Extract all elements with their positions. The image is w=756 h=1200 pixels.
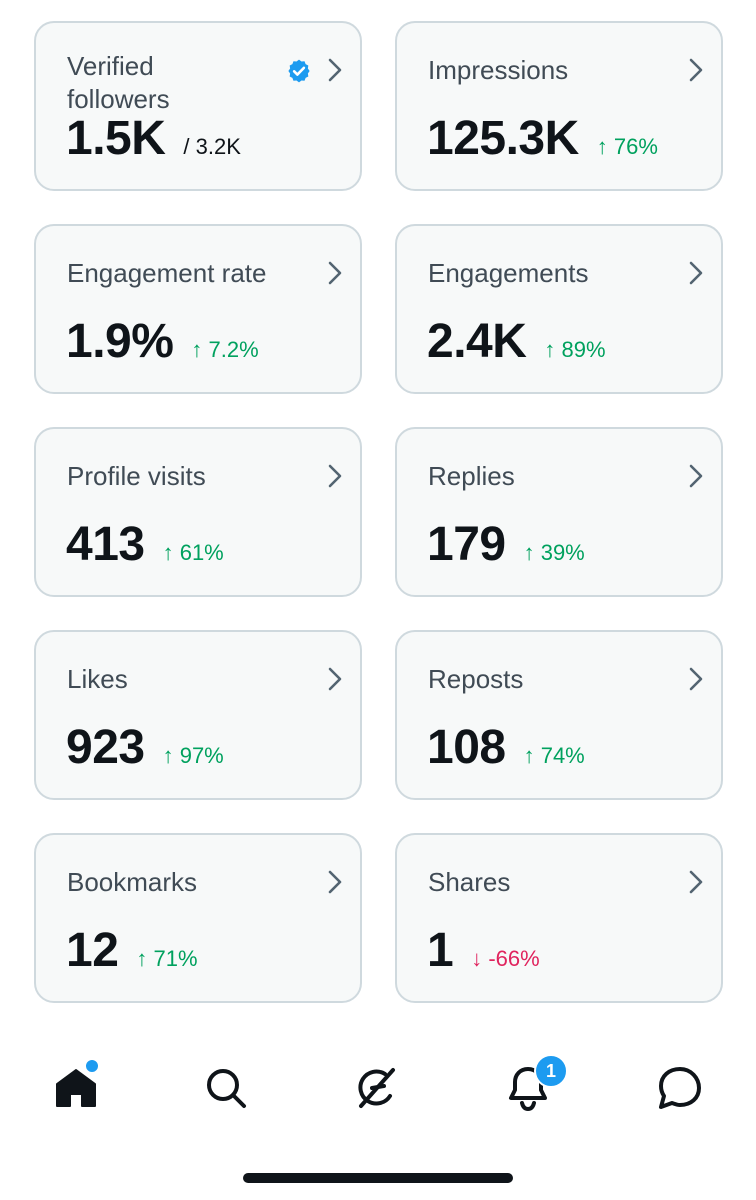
metric-change: ↑ 76% — [596, 134, 658, 159]
unread-dot — [84, 1058, 100, 1074]
search-icon — [207, 1069, 246, 1108]
card-label: Engagement rate — [67, 258, 267, 288]
card-engagements[interactable]: Engagements 2.4K ↑ 89% — [395, 224, 723, 394]
tab-notifications[interactable]: 1 — [498, 1054, 568, 1116]
card-reposts[interactable]: Reposts 108 ↑ 74% — [395, 630, 723, 800]
metric-change: ↑ 74% — [523, 743, 585, 768]
home-icon — [56, 1069, 96, 1107]
metric-value: 923 — [66, 721, 145, 774]
tab-search[interactable] — [196, 1060, 256, 1116]
card-label: Replies — [428, 461, 515, 491]
card-replies[interactable]: Replies 179 ↑ 39% — [395, 427, 723, 597]
value-row: 413 ↑ 61% — [66, 517, 224, 572]
chevron-right-icon — [328, 870, 342, 894]
metric-value: 179 — [427, 518, 506, 571]
metric-value: 1.5K — [66, 112, 166, 165]
metric-change: ↓ -66% — [471, 946, 540, 971]
metric-value: 2.4K — [427, 315, 527, 368]
metric-value: 125.3K — [427, 112, 579, 165]
card-label: Engagements — [428, 258, 589, 288]
metric-change: ↑ 7.2% — [191, 337, 259, 362]
notification-count-badge: 1 — [534, 1054, 568, 1088]
card-shares[interactable]: Shares 1 ↓ -66% — [395, 833, 723, 1003]
chevron-right-icon — [689, 464, 703, 488]
card-profile-visits[interactable]: Profile visits 413 ↑ 61% — [34, 427, 362, 597]
value-row: 179 ↑ 39% — [427, 517, 585, 572]
card-likes[interactable]: Likes 923 ↑ 97% — [34, 630, 362, 800]
chevron-right-icon — [689, 667, 703, 691]
metric-value: 108 — [427, 721, 506, 774]
value-row: 108 ↑ 74% — [427, 720, 585, 775]
card-label: Reposts — [428, 664, 524, 694]
chevron-right-icon — [689, 261, 703, 285]
metric-change: ↑ 89% — [544, 337, 606, 362]
card-verified-followers[interactable]: Verified followers 1.5K / 3.2K — [34, 21, 362, 191]
card-label: Verified followers — [67, 51, 170, 114]
chevron-right-icon — [689, 870, 703, 894]
chevron-right-icon — [328, 464, 342, 488]
value-row: 923 ↑ 97% — [66, 720, 224, 775]
tab-messages[interactable] — [650, 1060, 710, 1116]
metric-change: ↑ 97% — [162, 743, 224, 768]
value-row: 1.9% ↑ 7.2% — [66, 314, 259, 369]
value-row: 2.4K ↑ 89% — [427, 314, 606, 369]
chevron-right-icon — [328, 58, 342, 82]
metric-change: ↑ 39% — [523, 540, 585, 565]
metric-value: 1.9% — [66, 315, 174, 368]
chevron-right-icon — [689, 58, 703, 82]
value-row: 1.5K / 3.2K — [66, 111, 241, 166]
metric-value: 1 — [427, 924, 454, 977]
metric-value: 12 — [66, 924, 119, 977]
value-row: 1 ↓ -66% — [427, 923, 540, 978]
analytics-grid: Verified followers 1.5K / 3.2K Impressio… — [34, 21, 723, 1003]
verified-badge-icon — [288, 59, 310, 83]
card-bookmarks[interactable]: Bookmarks 12 ↑ 71% — [34, 833, 362, 1003]
tab-home[interactable] — [46, 1058, 106, 1116]
chevron-right-icon — [328, 667, 342, 691]
bottom-tab-bar: 1 — [0, 1040, 756, 1130]
metric-change: ↑ 61% — [162, 540, 224, 565]
card-label: Impressions — [428, 55, 569, 85]
messages-icon — [659, 1067, 701, 1109]
card-label: Likes — [67, 664, 128, 694]
grok-icon — [358, 1068, 395, 1108]
home-indicator — [243, 1173, 513, 1183]
card-label: Bookmarks — [67, 867, 198, 897]
card-label: Shares — [428, 867, 511, 897]
chevron-right-icon — [328, 261, 342, 285]
value-row: 12 ↑ 71% — [66, 923, 198, 978]
tab-grok[interactable] — [346, 1060, 406, 1116]
card-label: Profile visits — [67, 461, 206, 491]
card-impressions[interactable]: Impressions 125.3K ↑ 76% — [395, 21, 723, 191]
value-row: 125.3K ↑ 76% — [427, 111, 658, 166]
metric-value: 413 — [66, 518, 145, 571]
metric-total: / 3.2K — [183, 134, 241, 159]
metric-change: ↑ 71% — [136, 946, 198, 971]
card-engagement-rate[interactable]: Engagement rate 1.9% ↑ 7.2% — [34, 224, 362, 394]
